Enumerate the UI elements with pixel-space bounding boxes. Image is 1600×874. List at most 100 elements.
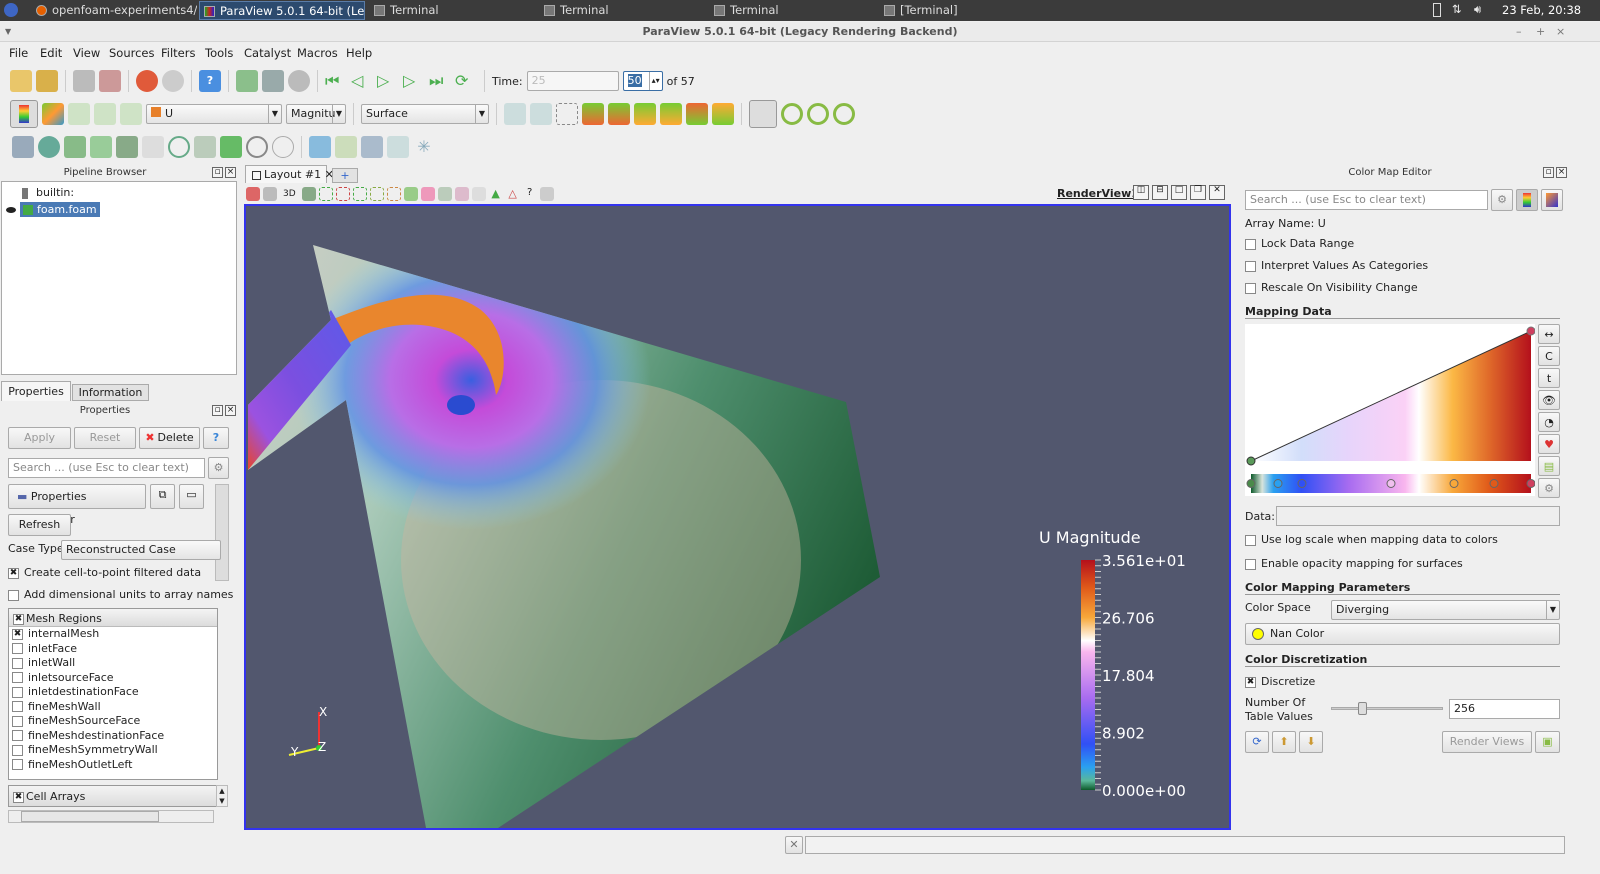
colormap-choose-preset-icon[interactable] <box>1541 189 1563 211</box>
battery-icon[interactable] <box>1433 3 1441 17</box>
color-space-select[interactable]: Diverging ▼ <box>1331 600 1560 620</box>
checkbox[interactable] <box>1245 558 1256 570</box>
select-points-on-icon[interactable] <box>335 186 350 201</box>
zoom-to-data-icon[interactable] <box>530 103 552 125</box>
time-input[interactable]: 25 <box>526 71 619 91</box>
camera-undo-icon[interactable] <box>301 186 316 201</box>
checkbox[interactable] <box>1245 238 1256 250</box>
redo-icon[interactable] <box>162 70 184 92</box>
mesh-region-item[interactable]: fineMeshdestinationFace <box>9 729 217 744</box>
checkbox[interactable] <box>1245 534 1256 546</box>
case-type-select[interactable]: Reconstructed Case <box>61 540 221 560</box>
data-value-field[interactable] <box>1276 506 1560 526</box>
discretize-checkbox[interactable]: ✖ Discretize <box>1245 675 1316 688</box>
menu-file[interactable]: File <box>9 46 29 60</box>
array-select[interactable]: U ▼ <box>146 104 282 124</box>
select-points-through-icon[interactable] <box>369 186 384 201</box>
interactive-select-points-icon[interactable] <box>437 186 452 201</box>
task-terminal-2[interactable]: Terminal <box>540 1 700 20</box>
checkbox[interactable] <box>12 672 23 683</box>
snowflake-icon[interactable]: ✳ <box>417 137 431 156</box>
calculator-icon[interactable] <box>12 136 34 158</box>
network-icon[interactable]: ⇅ <box>1452 2 1462 16</box>
maximize-button[interactable]: + <box>1536 25 1546 38</box>
color-control-point[interactable] <box>1526 479 1536 488</box>
previous-frame-icon[interactable]: ◁ <box>351 71 364 90</box>
save-data-icon[interactable] <box>236 70 258 92</box>
close-tab-icon[interactable]: ✕ <box>321 168 334 181</box>
split-horizontal-button[interactable]: ◫ <box>1133 185 1149 200</box>
menu-macros[interactable]: Macros <box>297 46 338 60</box>
checkbox[interactable] <box>12 730 23 741</box>
checkbox[interactable] <box>12 759 23 770</box>
menu-catalyst[interactable]: Catalyst <box>244 46 292 60</box>
save-defaults-icon[interactable]: ⬆ <box>1272 731 1296 753</box>
clear-selection-icon[interactable] <box>539 186 554 201</box>
checkbox[interactable] <box>12 744 23 756</box>
update-ranges-icon[interactable]: ⟳ <box>1245 731 1269 753</box>
color-control-point[interactable] <box>1386 479 1396 488</box>
pipeline-item-builtin[interactable]: builtin: <box>22 186 74 199</box>
task-terminal-4[interactable]: [Terminal] <box>880 1 1040 20</box>
hover-cells-icon[interactable] <box>454 186 469 201</box>
checkbox[interactable] <box>12 686 23 698</box>
view-plus-x-icon[interactable] <box>582 103 604 125</box>
checkbox[interactable] <box>12 715 23 727</box>
representation-select[interactable]: Surface ▼ <box>361 104 489 124</box>
select-blocks-icon[interactable] <box>403 186 418 201</box>
save-screenshot-icon[interactable] <box>262 70 284 92</box>
view-name[interactable]: RenderView1 <box>1057 187 1139 200</box>
toggle-color-legend-icon[interactable] <box>10 100 38 128</box>
float-panel-button[interactable]: ▫ <box>212 405 223 416</box>
close-panel-button[interactable]: × <box>225 167 236 178</box>
color-control-point[interactable] <box>1489 479 1499 488</box>
reset-button[interactable]: Reset <box>74 427 136 449</box>
mesh-region-item[interactable]: fineMeshSymmetryWall <box>9 743 217 758</box>
help-button[interactable]: ? <box>203 427 229 449</box>
task-firefox[interactable]: openfoam-experiments4/fvS... <box>32 1 197 20</box>
render-view[interactable]: U Magnitude 3.561e+01 26.706 17.804 8.902 0.0… <box>244 204 1231 830</box>
auto-update-toggle-icon[interactable]: ▣ <box>1535 731 1560 753</box>
add-layout-tab[interactable]: + <box>332 168 358 183</box>
close-panel-button[interactable]: × <box>225 405 236 416</box>
window-menu-icon[interactable]: ▼ <box>5 27 12 36</box>
load-state-icon[interactable] <box>36 70 58 92</box>
refresh-button[interactable]: Refresh <box>8 514 71 536</box>
copy-properties-button[interactable]: ⧉ <box>150 484 175 509</box>
interpret-categories-checkbox[interactable]: Interpret Values As Categories <box>1245 259 1428 272</box>
close-window-button[interactable]: × <box>1556 25 1566 38</box>
log-scale-checkbox[interactable]: Use log scale when mapping data to color… <box>1245 533 1498 546</box>
opacity-editor[interactable] <box>1245 324 1536 496</box>
minimize-button[interactable]: – <box>1516 25 1522 38</box>
close-panel-button[interactable]: × <box>1556 167 1567 178</box>
plot-data-icon[interactable] <box>387 136 409 158</box>
invert-transfer-function-icon[interactable]: ◔ <box>1538 412 1560 432</box>
select-polygon-icon[interactable] <box>386 186 401 201</box>
select-cells-through-icon[interactable] <box>352 186 367 201</box>
rescale-visible-range-icon[interactable]: 👁︎ <box>1538 390 1560 410</box>
shrink-selection-icon[interactable]: △ <box>508 186 517 200</box>
mesh-region-item[interactable]: inletWall <box>9 656 217 671</box>
render-canvas[interactable]: U Magnitude 3.561e+01 26.706 17.804 8.902 0.0… <box>246 206 1229 828</box>
tab-properties[interactable]: Properties <box>1 381 71 401</box>
checkbox-checked[interactable]: ✖ <box>8 567 19 579</box>
last-frame-icon[interactable]: ⏭ <box>429 71 444 90</box>
layout-tab[interactable]: Layout #1 ✕ <box>245 165 334 183</box>
checkbox-checked[interactable]: ✖ <box>13 791 24 803</box>
mesh-region-item[interactable]: inletdestinationFace <box>9 685 217 700</box>
cell-arrays-header[interactable]: ✖ Cell Arrays <box>9 786 217 806</box>
checkbox[interactable] <box>12 643 23 654</box>
properties-search-input[interactable]: Search ... (use Esc to clear text) <box>8 458 205 478</box>
nan-color-button[interactable]: Nan Color <box>1245 623 1560 645</box>
menu-edit[interactable]: Edit <box>40 46 63 60</box>
selection-help-icon[interactable]: ? <box>527 186 533 198</box>
rescale-custom-range-icon[interactable]: C <box>1538 346 1560 366</box>
toggle-3d-button[interactable]: 3D <box>283 188 296 199</box>
group-datasets-icon[interactable] <box>246 136 268 158</box>
mesh-region-item[interactable]: inletFace <box>9 642 217 657</box>
camera-animation-icon[interactable] <box>288 70 310 92</box>
threshold-icon[interactable] <box>116 136 138 158</box>
create-cell-to-point-checkbox[interactable]: ✖ Create cell-to-point filtered data <box>8 566 202 579</box>
checkbox[interactable] <box>12 701 23 712</box>
advanced-settings-gear-icon[interactable]: ⚙ <box>208 457 229 479</box>
